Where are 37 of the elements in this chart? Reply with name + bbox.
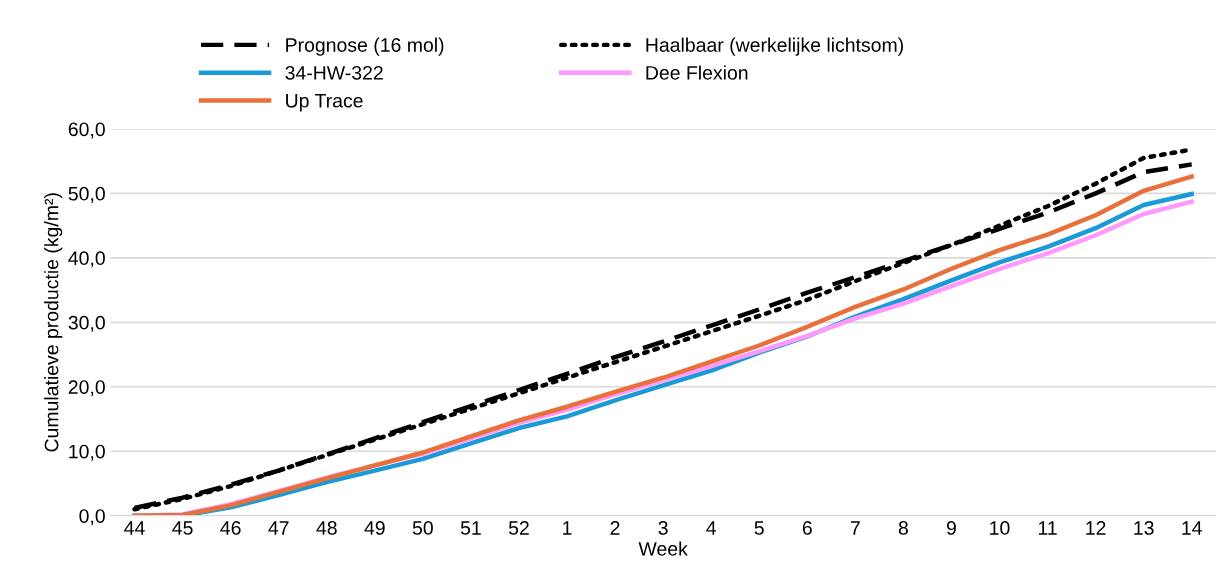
x-tick-label: 9 [946, 521, 956, 535]
x-tick-label: 50 [412, 521, 433, 535]
x-tick-label: 11 [1038, 521, 1057, 535]
y-tick-label: 10,0 [69, 444, 105, 461]
legend-label: 34-HW-322 [285, 65, 383, 80]
x-tick-label: 7 [850, 521, 860, 535]
legend-label: Up Trace [286, 94, 363, 112]
y-tick-label: 50,0 [68, 186, 105, 203]
x-tick-label: 47 [268, 521, 289, 535]
legend-label: Prognose (16 mol) [286, 37, 444, 56]
y-tick-label: 0,0 [79, 509, 105, 526]
y-axis-title: Cumulatieve productie (kg/m²) [44, 193, 63, 452]
x-tick-label: 45 [172, 521, 193, 535]
y-tick-label: 20,0 [68, 380, 105, 397]
legend-label: Haalbaar (werkelijke lichtsom) [646, 37, 903, 56]
x-tick-label: 44 [124, 521, 145, 535]
x-tick-label: 12 [1086, 521, 1106, 535]
x-tick-label: 3 [658, 521, 668, 535]
x-tick-label: 48 [316, 521, 337, 535]
x-tick-label: 10 [990, 521, 1010, 535]
x-tick-label: 13 [1134, 521, 1154, 535]
x-tick-label: 14 [1182, 521, 1202, 535]
x-tick-label: 2 [610, 521, 620, 535]
x-axis-title: Week [638, 541, 688, 556]
x-tick-label: 52 [508, 521, 529, 535]
y-tick-label: 60,0 [68, 122, 105, 139]
x-tick-label: 49 [364, 521, 385, 535]
x-tick-label: 51 [460, 521, 481, 535]
y-tick-label: 40,0 [68, 251, 105, 268]
x-tick-label: 6 [802, 521, 812, 535]
x-tick-label: 4 [706, 521, 717, 535]
legend-label: Dee Flexion [646, 65, 748, 80]
x-tick-label: 46 [220, 521, 241, 535]
y-tick-label: 30,0 [68, 315, 105, 332]
x-tick-label: 8 [898, 521, 908, 535]
x-tick-label: 1 [563, 521, 572, 535]
x-tick-label: 5 [754, 521, 764, 535]
